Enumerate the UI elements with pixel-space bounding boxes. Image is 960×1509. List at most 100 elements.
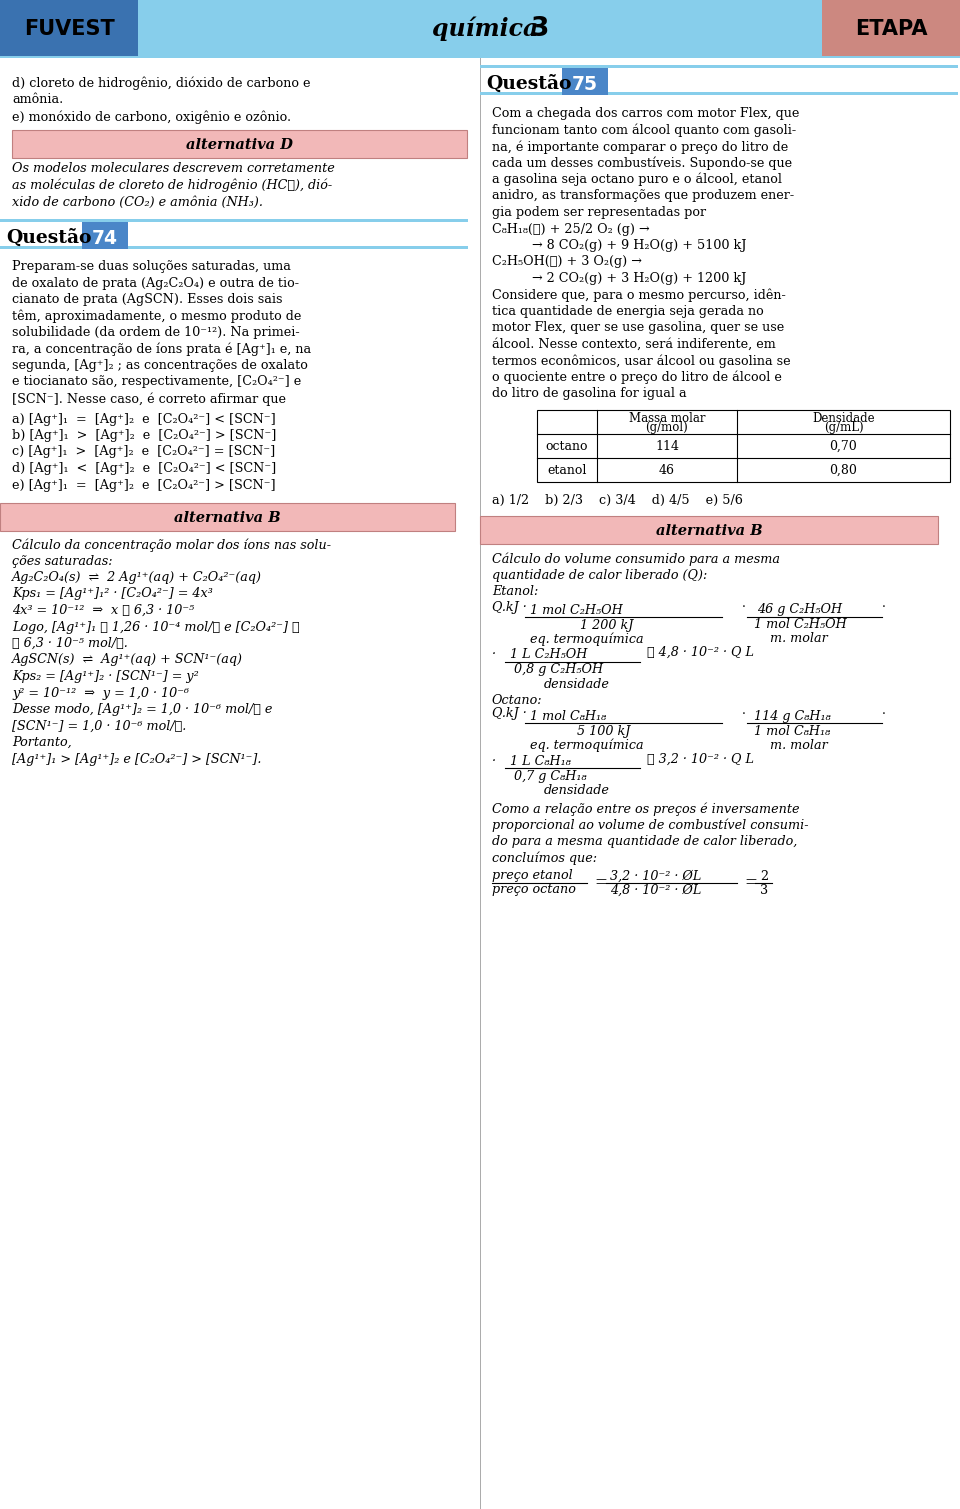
Text: ·: · (492, 754, 496, 768)
Text: etanol: etanol (547, 463, 587, 477)
Bar (822, 0, 960, 56)
Text: =: = (744, 875, 757, 892)
Text: 1 L C₂H₅OH: 1 L C₂H₅OH (510, 649, 588, 661)
Text: d) cloreto de hidrogênio, dióxido de carbono e: d) cloreto de hidrogênio, dióxido de car… (12, 75, 310, 89)
Text: m. molar: m. molar (770, 739, 828, 751)
Text: 1 mol C₂H₅OH: 1 mol C₂H₅OH (754, 619, 847, 631)
Text: ·: · (492, 649, 496, 661)
Text: termos econômicos, usar álcool ou gasolina se: termos econômicos, usar álcool ou gasoli… (492, 355, 791, 368)
Text: alternativa B: alternativa B (656, 524, 762, 539)
Text: cada um desses combustíveis. Supondo-se que: cada um desses combustíveis. Supondo-se … (492, 157, 792, 171)
Text: [Ag¹⁺]₁ > [Ag¹⁺]₂ e [C₂O₄²⁻] > [SCN¹⁻].: [Ag¹⁺]₁ > [Ag¹⁺]₂ e [C₂O₄²⁻] > [SCN¹⁻]. (12, 753, 261, 765)
Bar (537, 410, 950, 481)
Text: ·: · (882, 708, 886, 720)
Bar (0, 0, 138, 56)
Text: Etanol:: Etanol: (492, 585, 539, 598)
Text: m. molar: m. molar (770, 632, 828, 646)
Text: ≅ 4,8 · 10⁻² · Q L: ≅ 4,8 · 10⁻² · Q L (647, 646, 754, 659)
Text: Como a relação entre os preços é inversamente: Como a relação entre os preços é inversa… (492, 801, 800, 815)
Text: Portanto,: Portanto, (12, 736, 72, 748)
Text: ções saturadas:: ções saturadas: (12, 554, 112, 567)
Text: 1 mol C₈H₁₈: 1 mol C₈H₁₈ (754, 724, 830, 738)
Text: [SCN⁻]. Nesse caso, é correto afirmar que: [SCN⁻]. Nesse caso, é correto afirmar qu… (12, 392, 286, 406)
Text: 0,8 g C₂H₅OH: 0,8 g C₂H₅OH (514, 664, 603, 676)
Text: Os modelos moleculares descrevem corretamente: Os modelos moleculares descrevem correta… (12, 161, 335, 175)
Text: Questão: Questão (486, 75, 571, 94)
Text: FUVEST: FUVEST (24, 20, 114, 39)
Text: Kps₁ = [Ag¹⁺]₁² · [C₂O₄²⁻] = 4x³: Kps₁ = [Ag¹⁺]₁² · [C₂O₄²⁻] = 4x³ (12, 587, 213, 601)
Text: alternativa D: alternativa D (186, 137, 293, 152)
Text: densidade: densidade (544, 678, 610, 691)
Text: Considere que, para o mesmo percurso, idên-: Considere que, para o mesmo percurso, id… (492, 288, 785, 302)
Text: → 2 CO₂(g) + 3 H₂O(g) + 1200 kJ: → 2 CO₂(g) + 3 H₂O(g) + 1200 kJ (492, 272, 746, 285)
Text: alternativa B: alternativa B (174, 512, 281, 525)
Text: gia podem ser representadas por: gia podem ser representadas por (492, 207, 707, 219)
Text: 3: 3 (760, 883, 768, 896)
Text: Q.kJ ·: Q.kJ · (492, 708, 527, 720)
Text: Questão: Questão (6, 229, 91, 247)
Text: [SCN¹⁻] = 1,0 · 10⁻⁶ mol/ℓ.: [SCN¹⁻] = 1,0 · 10⁻⁶ mol/ℓ. (12, 720, 186, 732)
Text: 1 mol C₈H₁₈: 1 mol C₈H₁₈ (530, 711, 607, 723)
Text: 114 g C₈H₁₈: 114 g C₈H₁₈ (754, 711, 830, 723)
Bar (0, 502, 455, 531)
Text: álcool. Nesse contexto, será indiferente, em: álcool. Nesse contexto, será indiferente… (492, 338, 776, 352)
Text: d) [Ag⁺]₁  <  [Ag⁺]₂  e  [C₂O₄²⁻] < [SCN⁻]: d) [Ag⁺]₁ < [Ag⁺]₂ e [C₂O₄²⁻] < [SCN⁻] (12, 462, 276, 475)
Text: 0,7 g C₈H₁₈: 0,7 g C₈H₁₈ (514, 770, 587, 783)
Text: 3,2 · 10⁻² · ØL: 3,2 · 10⁻² · ØL (610, 869, 702, 883)
Text: solubilidade (da ordem de 10⁻¹²). Na primei-: solubilidade (da ordem de 10⁻¹²). Na pri… (12, 326, 300, 340)
Text: concluímos que:: concluímos que: (492, 851, 597, 865)
Text: do para a mesma quantidade de calor liberado,: do para a mesma quantidade de calor libe… (492, 834, 797, 848)
Text: 74: 74 (92, 228, 118, 247)
Text: a) 1/2    b) 2/3    c) 3/4    d) 4/5    e) 5/6: a) 1/2 b) 2/3 c) 3/4 d) 4/5 e) 5/6 (492, 493, 743, 507)
Text: ·: · (882, 601, 886, 614)
Text: Octano:: Octano: (492, 694, 542, 706)
Text: tica quantidade de energia seja gerada no: tica quantidade de energia seja gerada n… (492, 305, 764, 318)
Text: têm, aproximadamente, o mesmo produto de: têm, aproximadamente, o mesmo produto de (12, 309, 301, 323)
Text: Cálculo do volume consumido para a mesma: Cálculo do volume consumido para a mesma (492, 552, 780, 566)
Text: eq. termoquímica: eq. termoquímica (530, 632, 643, 646)
Text: cianato de prata (AgSCN). Esses dois sais: cianato de prata (AgSCN). Esses dois sai… (12, 293, 282, 306)
Text: 114: 114 (655, 439, 679, 453)
Text: eq. termoquímica: eq. termoquímica (530, 739, 643, 753)
Text: c) [Ag⁺]₁  >  [Ag⁺]₂  e  [C₂O₄²⁻] = [SCN⁻]: c) [Ag⁺]₁ > [Ag⁺]₂ e [C₂O₄²⁻] = [SCN⁻] (12, 445, 276, 459)
Text: 75: 75 (572, 74, 598, 94)
Text: C₈H₁₈(ℓ) + 25/2 O₂ (g) →: C₈H₁₈(ℓ) + 25/2 O₂ (g) → (492, 222, 650, 235)
Text: densidade: densidade (544, 785, 610, 797)
Text: do litro de gasolina for igual a: do litro de gasolina for igual a (492, 388, 686, 400)
Bar (562, 68, 608, 95)
Text: proporcional ao volume de combustível consumi-: proporcional ao volume de combustível co… (492, 818, 808, 831)
Text: a gasolina seja octano puro e o álcool, etanol: a gasolina seja octano puro e o álcool, … (492, 174, 782, 187)
Text: na, é importante comparar o preço do litro de: na, é importante comparar o preço do lit… (492, 140, 788, 154)
Text: Massa molar: Massa molar (629, 412, 706, 426)
Text: e) [Ag⁺]₁  =  [Ag⁺]₂  e  [C₂O₄²⁻] > [SCN⁻]: e) [Ag⁺]₁ = [Ag⁺]₂ e [C₂O₄²⁻] > [SCN⁻] (12, 478, 276, 492)
Text: → 8 CO₂(g) + 9 H₂O(g) + 5100 kJ: → 8 CO₂(g) + 9 H₂O(g) + 5100 kJ (492, 238, 747, 252)
Text: Com a chegada dos carros com motor Flex, que: Com a chegada dos carros com motor Flex,… (492, 107, 800, 121)
Text: de oxalato de prata (Ag₂C₂O₄) e outra de tio-: de oxalato de prata (Ag₂C₂O₄) e outra de… (12, 276, 299, 290)
Text: Preparam-se duas soluções saturadas, uma: Preparam-se duas soluções saturadas, uma (12, 260, 291, 273)
Text: Densidade: Densidade (812, 412, 875, 426)
Text: o quociente entre o preço do litro de álcool e: o quociente entre o preço do litro de ál… (492, 371, 781, 385)
Text: Desse modo, [Ag¹⁺]₂ = 1,0 · 10⁻⁶ mol/ℓ e: Desse modo, [Ag¹⁺]₂ = 1,0 · 10⁻⁶ mol/ℓ e (12, 703, 273, 715)
Text: 2: 2 (760, 869, 768, 883)
Text: (g/mL): (g/mL) (824, 421, 863, 433)
Text: 1 200 kJ: 1 200 kJ (580, 619, 634, 631)
Bar (480, 65, 958, 68)
Text: as moléculas de cloreto de hidrogênio (HCℓ), dió-: as moléculas de cloreto de hidrogênio (H… (12, 180, 332, 193)
Text: y² = 10⁻¹²  ⇒  y = 1,0 · 10⁻⁶: y² = 10⁻¹² ⇒ y = 1,0 · 10⁻⁶ (12, 687, 189, 700)
Text: Q.kJ ·: Q.kJ · (492, 601, 527, 614)
Text: ETAPA: ETAPA (854, 20, 927, 39)
Bar (0, 0, 960, 57)
Text: preço octano: preço octano (492, 883, 576, 896)
Text: 46 g C₂H₅OH: 46 g C₂H₅OH (757, 604, 842, 617)
Text: quantidade de calor liberado (Q):: quantidade de calor liberado (Q): (492, 569, 708, 581)
Text: a) [Ag⁺]₁  =  [Ag⁺]₂  e  [C₂O₄²⁻] < [SCN⁻]: a) [Ag⁺]₁ = [Ag⁺]₂ e [C₂O₄²⁻] < [SCN⁻] (12, 412, 276, 426)
Text: 3: 3 (530, 17, 548, 42)
Text: AgSCN(s)  ⇌  Ag¹⁺(aq) + SCN¹⁻(aq): AgSCN(s) ⇌ Ag¹⁺(aq) + SCN¹⁻(aq) (12, 653, 243, 667)
Bar (0, 219, 468, 222)
Text: Ag₂C₂O₄(s)  ⇌  2 Ag¹⁺(aq) + C₂O₄²⁻(aq): Ag₂C₂O₄(s) ⇌ 2 Ag¹⁺(aq) + C₂O₄²⁻(aq) (12, 570, 262, 584)
Text: funcionam tanto com álcool quanto com gasoli-: funcionam tanto com álcool quanto com ga… (492, 124, 796, 137)
Text: b) [Ag⁺]₁  >  [Ag⁺]₂  e  [C₂O₄²⁻] > [SCN⁻]: b) [Ag⁺]₁ > [Ag⁺]₂ e [C₂O₄²⁻] > [SCN⁻] (12, 429, 276, 442)
Text: e tiocianato são, respectivamente, [C₂O₄²⁻] e: e tiocianato são, respectivamente, [C₂O₄… (12, 376, 301, 388)
Text: segunda, [Ag⁺]₂ ; as concentrações de oxalato: segunda, [Ag⁺]₂ ; as concentrações de ox… (12, 359, 308, 373)
Text: C₂H₅OH(ℓ) + 3 O₂(g) →: C₂H₅OH(ℓ) + 3 O₂(g) → (492, 255, 642, 269)
